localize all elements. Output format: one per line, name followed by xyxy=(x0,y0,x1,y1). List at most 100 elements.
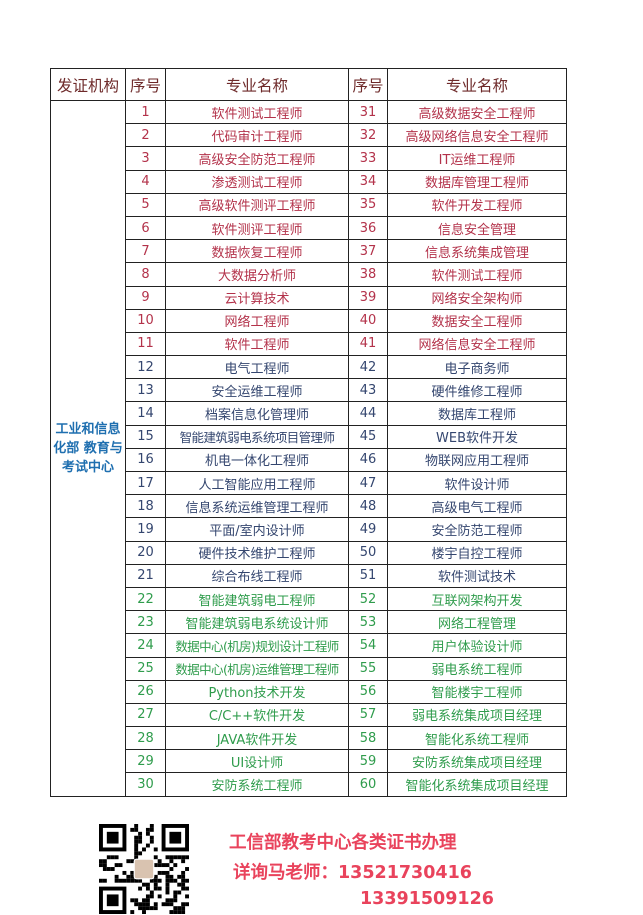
table-row: 9 云计算技术 39 网络安全架构师 xyxy=(51,285,567,310)
major-name: 人工智能应用工程师 xyxy=(165,470,349,496)
header-major: 专业名称 xyxy=(165,68,349,101)
row-number: 9 xyxy=(125,285,166,310)
row-number: 5 xyxy=(125,192,166,217)
table-row: 15 智能建筑弱电系统项目管理师 45 WEB软件开发 xyxy=(51,424,567,449)
table-row: 22 智能建筑弱电工程师 52 互联网架构开发 xyxy=(51,586,567,612)
row-number-2: 59 xyxy=(348,749,388,774)
row-number-2: 50 xyxy=(348,540,388,565)
table-row: 24 数据中心(机房)规划设计工程师 54 用户体验设计师 xyxy=(51,633,567,658)
major-name: 数据恢复工程师 xyxy=(165,239,349,264)
qr-code-icon xyxy=(99,824,189,914)
row-number-2: 54 xyxy=(348,633,388,658)
major-name-2: 楼宇自控工程师 xyxy=(387,540,567,565)
header-row: 发证机构 序号 专业名称 序号 专业名称 xyxy=(50,68,567,101)
row-number-2: 55 xyxy=(348,656,388,681)
table-row: 3 高级安全防范工程师 33 IT运维工程师 xyxy=(51,146,567,171)
major-name-2: IT运维工程师 xyxy=(387,146,567,171)
major-name: 智能建筑弱电系统项目管理师 xyxy=(165,424,349,449)
major-name-2: 安防系统集成项目经理 xyxy=(387,749,567,774)
major-name: JAVA软件开发 xyxy=(165,726,349,751)
major-name-2: 网络信息安全工程师 xyxy=(387,331,567,357)
table-row: 25 数据中心(机房)运维管理工程师 55 弱电系统工程师 xyxy=(51,656,567,681)
major-name: 大数据分析师 xyxy=(165,262,349,287)
major-name-2: 数据库管理工程师 xyxy=(387,169,567,194)
row-number: 22 xyxy=(125,586,166,612)
row-number: 14 xyxy=(125,401,166,426)
row-number-2: 38 xyxy=(348,262,388,287)
major-name-2: 软件测试技术 xyxy=(387,563,567,588)
major-name: 软件测评工程师 xyxy=(165,215,349,241)
major-name-2: 用户体验设计师 xyxy=(387,633,567,658)
major-name: 渗透测试工程师 xyxy=(165,169,349,194)
row-number-2: 58 xyxy=(348,726,388,751)
major-name: 硬件技术维护工程师 xyxy=(165,540,349,565)
major-name: 档案信息化管理师 xyxy=(165,401,349,426)
row-number-2: 36 xyxy=(348,215,388,241)
major-name: 云计算技术 xyxy=(165,285,349,310)
major-name: UI设计师 xyxy=(165,749,349,774)
major-name-2: 弱电系统集成项目经理 xyxy=(387,702,567,728)
table-row: 4 渗透测试工程师 34 数据库管理工程师 xyxy=(51,169,567,194)
major-name-2: 网络工程管理 xyxy=(387,610,567,635)
major-name: 智能建筑弱电工程师 xyxy=(165,586,349,612)
major-name-2: 安全防范工程师 xyxy=(387,517,567,542)
row-number-2: 48 xyxy=(348,494,388,519)
table-row: 23 智能建筑弱电系统设计师 53 网络工程管理 xyxy=(51,610,567,635)
row-number-2: 41 xyxy=(348,331,388,357)
certificate-table: 发证机构 序号 专业名称 序号 专业名称 工业和信息化部 教育与考试中心 1 软件测… xyxy=(50,68,567,797)
major-name: 智能建筑弱电系统设计师 xyxy=(165,610,349,635)
row-number: 25 xyxy=(125,656,166,681)
row-number-2: 53 xyxy=(348,610,388,635)
table-row: 30 安防系统工程师 60 智能化系统集成项目经理 xyxy=(51,772,567,797)
major-name: 平面/室内设计师 xyxy=(165,517,349,542)
table-row: 21 综合布线工程师 51 软件测试技术 xyxy=(51,563,567,588)
table-row: 14 档案信息化管理师 44 数据库工程师 xyxy=(51,401,567,426)
major-name: 信息系统运维管理工程师 xyxy=(165,494,349,519)
major-name-2: 电子商务师 xyxy=(387,355,567,380)
major-name-2: 弱电系统工程师 xyxy=(387,656,567,681)
promo-contact: 详询马老师：13521730416 xyxy=(233,863,472,883)
major-name: 安防系统工程师 xyxy=(165,772,349,797)
major-name: 综合布线工程师 xyxy=(165,563,349,588)
table-row: 16 机电一体化工程师 46 物联网应用工程师 xyxy=(51,447,567,473)
row-number: 19 xyxy=(125,517,166,542)
row-number-2: 42 xyxy=(348,355,388,380)
major-name: 安全运维工程师 xyxy=(165,378,349,403)
major-name: 软件工程师 xyxy=(165,331,349,357)
row-number-2: 45 xyxy=(348,424,388,449)
major-name: 电气工程师 xyxy=(165,355,349,380)
row-number: 11 xyxy=(125,331,166,357)
row-number-2: 47 xyxy=(348,470,388,496)
table-row: 7 数据恢复工程师 37 信息系统集成管理 xyxy=(51,239,567,264)
row-number: 29 xyxy=(125,749,166,774)
table-row: 27 C/C++软件开发 57 弱电系统集成项目经理 xyxy=(51,702,567,728)
table-row: 5 高级软件测评工程师 35 软件开发工程师 xyxy=(51,192,567,217)
major-name-2: 高级电气工程师 xyxy=(387,494,567,519)
row-number-2: 60 xyxy=(348,772,388,797)
table-row: 26 Python技术开发 56 智能楼宇工程师 xyxy=(51,679,567,704)
row-number: 8 xyxy=(125,262,166,287)
row-number-2: 49 xyxy=(348,517,388,542)
row-number-2: 31 xyxy=(348,99,388,125)
table-row: 29 UI设计师 59 安防系统集成项目经理 xyxy=(51,749,567,774)
major-name-2: 数据库工程师 xyxy=(387,401,567,426)
major-name-2: 智能化系统工程师 xyxy=(387,726,567,751)
major-name-2: 软件测试工程师 xyxy=(387,262,567,287)
major-name: Python技术开发 xyxy=(165,679,349,704)
promo-phone-2: 13391509126 xyxy=(360,889,494,909)
row-number: 6 xyxy=(125,215,166,241)
major-name-2: 互联网架构开发 xyxy=(387,586,567,612)
row-number-2: 46 xyxy=(348,447,388,473)
row-number-2: 39 xyxy=(348,285,388,310)
major-name-2: 智能化系统集成项目经理 xyxy=(387,772,567,797)
major-name: 软件测试工程师 xyxy=(165,99,349,125)
table-row: 10 网络工程师 40 数据安全工程师 xyxy=(51,308,567,333)
major-name-2: 网络安全架构师 xyxy=(387,285,567,310)
row-number: 4 xyxy=(125,169,166,194)
row-number: 16 xyxy=(125,447,166,473)
table-row: 8 大数据分析师 38 软件测试工程师 xyxy=(51,262,567,287)
row-number: 3 xyxy=(125,146,166,171)
row-number: 21 xyxy=(125,563,166,588)
row-number-2: 34 xyxy=(348,169,388,194)
row-number: 27 xyxy=(125,702,166,728)
